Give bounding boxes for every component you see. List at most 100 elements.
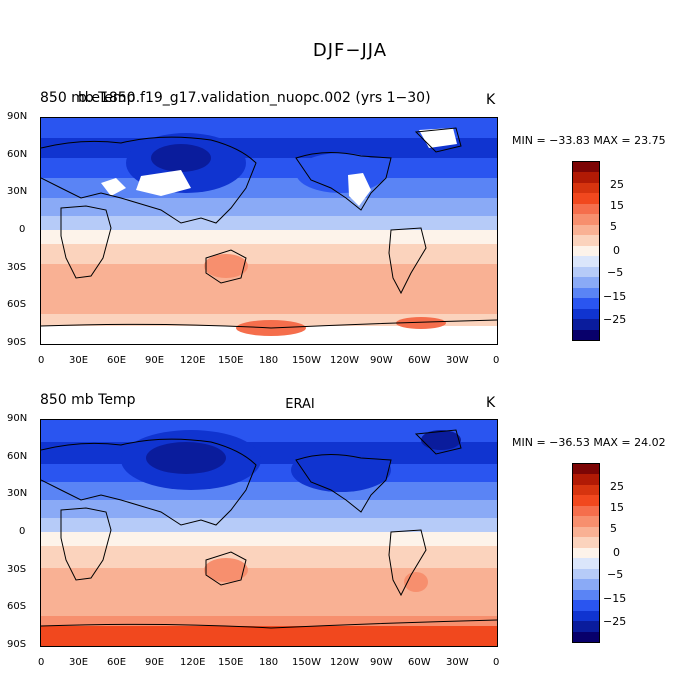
lon-label: 120E bbox=[180, 355, 206, 366]
australia-warm bbox=[204, 558, 248, 582]
colorbar-swatch bbox=[573, 505, 599, 517]
lon-label: 30W bbox=[446, 355, 469, 366]
lon-label: 30E bbox=[69, 355, 89, 366]
band-10n bbox=[41, 216, 497, 230]
colorbar-swatch bbox=[573, 277, 599, 288]
greenland-cold bbox=[421, 430, 461, 450]
band-10s bbox=[41, 244, 497, 264]
colorbar-swatch bbox=[573, 579, 599, 590]
colorbar-swatch bbox=[573, 495, 599, 506]
colorbar-swatch bbox=[573, 203, 599, 215]
lon-label: 180 bbox=[259, 355, 279, 366]
colorbar-swatch bbox=[573, 516, 599, 527]
lon-label: 30W bbox=[446, 657, 469, 668]
lon-label: 0 bbox=[38, 657, 45, 668]
colorbar-swatch bbox=[573, 568, 599, 580]
colorbar-swatch bbox=[573, 589, 599, 601]
colorbar-label: −25 bbox=[603, 615, 627, 628]
colorbar-swatch bbox=[573, 235, 599, 246]
coastlines bbox=[41, 429, 497, 629]
colorbar-swatch bbox=[573, 182, 599, 194]
temperature-map bbox=[40, 117, 498, 345]
colorbar-swatch bbox=[573, 266, 599, 278]
colorbar-label: 5 bbox=[610, 522, 617, 535]
colorbar-swatch bbox=[573, 537, 599, 548]
lat-label: 60N bbox=[7, 451, 28, 462]
min-max-stats: MIN = −33.83 MAX = 23.75 bbox=[512, 134, 666, 147]
panel-center-title: ERAI bbox=[285, 397, 315, 412]
colorbar-swatch bbox=[573, 484, 599, 496]
lat-label: 90N bbox=[7, 111, 28, 122]
colorbar-label: 5 bbox=[610, 220, 617, 233]
figure-title: DJF−JJA bbox=[312, 40, 388, 61]
lon-label: 60W bbox=[408, 657, 431, 668]
lat-label: 30N bbox=[7, 186, 28, 197]
lat-label: 30S bbox=[7, 262, 27, 273]
lon-label: 0 bbox=[38, 355, 45, 366]
temperature-map bbox=[40, 419, 498, 647]
colorbar-swatch bbox=[573, 558, 599, 569]
band-south bbox=[41, 568, 497, 616]
lon-label: 60W bbox=[408, 355, 431, 366]
lon-label: 30E bbox=[69, 657, 89, 668]
lon-label: 150W bbox=[292, 355, 321, 366]
colorbar-label: 15 bbox=[610, 199, 624, 212]
band-mid-lat bbox=[41, 158, 497, 178]
lon-label: 150W bbox=[292, 657, 321, 668]
colorbar-swatch bbox=[573, 214, 599, 225]
band-southern-ocean bbox=[41, 616, 497, 626]
lon-label: 150E bbox=[218, 355, 244, 366]
lon-label: 120E bbox=[180, 657, 206, 668]
lon-label: 90W bbox=[370, 355, 393, 366]
panel-left-title: 850 mb Temp bbox=[40, 392, 136, 408]
colorbar-label: −15 bbox=[603, 290, 627, 303]
colorbar-swatch bbox=[573, 600, 599, 611]
lon-label: 120W bbox=[330, 355, 359, 366]
colorbar-swatch bbox=[573, 256, 599, 267]
panel-case-title: b.e1850.f19_g17.validation_nuopc.002 (yr… bbox=[78, 90, 431, 106]
lat-label: 30S bbox=[7, 564, 27, 575]
colorbar-swatch bbox=[573, 298, 599, 309]
greenland-missing bbox=[419, 128, 457, 148]
lon-label: 90E bbox=[145, 355, 165, 366]
band-20n bbox=[41, 500, 497, 518]
lon-label: 90W bbox=[370, 657, 393, 668]
lon-label: 90E bbox=[145, 657, 165, 668]
panel-units: K bbox=[486, 395, 496, 411]
min-max-stats: MIN = −36.53 MAX = 24.02 bbox=[512, 436, 666, 449]
colorbar-label: 0 bbox=[613, 546, 620, 559]
panel-left-title: 850 mb Temp bbox=[40, 90, 136, 106]
colorbar bbox=[572, 463, 600, 643]
colorbar-swatch bbox=[573, 287, 599, 299]
band-10s bbox=[41, 546, 497, 568]
colorbar-swatch bbox=[573, 474, 599, 485]
colorbar-swatch bbox=[573, 329, 599, 340]
coastlines bbox=[41, 127, 497, 329]
lat-label: 0 bbox=[19, 526, 26, 537]
lat-label: 0 bbox=[19, 224, 26, 235]
colorbar-label: −25 bbox=[603, 313, 627, 326]
lat-label: 90S bbox=[7, 337, 27, 348]
band-20n bbox=[41, 198, 497, 216]
n-america-cold bbox=[291, 448, 391, 492]
siberia-core bbox=[151, 144, 211, 172]
colorbar-swatch bbox=[573, 162, 599, 173]
colorbar-swatch bbox=[573, 245, 599, 257]
colorbar-swatch bbox=[573, 610, 599, 622]
colorbar-label: 25 bbox=[610, 480, 624, 493]
siberia-core bbox=[146, 442, 226, 474]
australia-warm bbox=[204, 254, 248, 278]
band-30n bbox=[41, 482, 497, 500]
colorbar-swatch bbox=[573, 547, 599, 559]
colorbar-label: −15 bbox=[603, 592, 627, 605]
n-america-cold bbox=[296, 153, 386, 193]
lat-label: 60N bbox=[7, 149, 28, 160]
lon-label: 60E bbox=[107, 657, 127, 668]
lat-label: 60S bbox=[7, 601, 27, 612]
colorbar-swatch bbox=[573, 621, 599, 632]
colorbar-swatch bbox=[573, 464, 599, 475]
lon-label: 0 bbox=[493, 355, 500, 366]
band-10n bbox=[41, 518, 497, 532]
band-mid-lat bbox=[41, 464, 497, 482]
lat-label: 90S bbox=[7, 639, 27, 650]
